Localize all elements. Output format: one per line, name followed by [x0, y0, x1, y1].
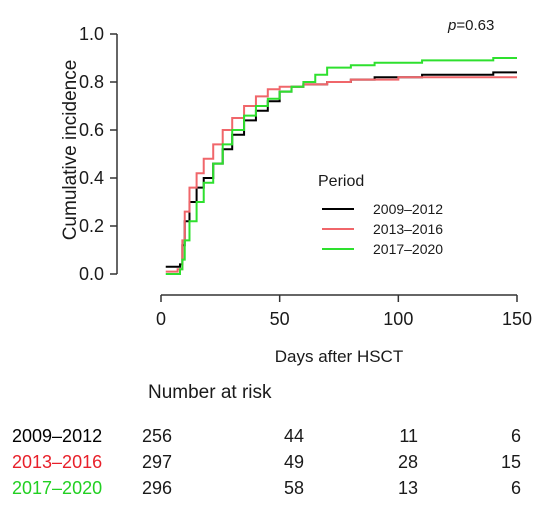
legend-title: Period [318, 173, 364, 190]
risk-count: 15 [500, 452, 521, 472]
risk-count: 58 [283, 478, 304, 498]
risk-count: 6 [510, 426, 521, 446]
risk-count: 13 [397, 478, 418, 498]
risk-count: 6 [510, 478, 521, 498]
risk-row: 2017–2020 296 58 13 6 [0, 478, 550, 502]
y-tick-label: 0.6 [79, 120, 104, 140]
axes: 0.0 0.2 0.4 0.6 0.8 1.0 0 50 100 150 Cumulative in… [60, 24, 532, 366]
risk-count: 44 [283, 426, 304, 446]
risk-table-heading: Number at risk [148, 382, 272, 403]
series-layer [165, 57, 517, 275]
y-tick-label: 1.0 [79, 24, 104, 44]
x-axis-title: Days after HSCT [275, 347, 403, 366]
risk-count: 28 [397, 452, 418, 472]
risk-row: 2013–2016 297 49 28 15 [0, 452, 550, 476]
y-tick-label: 0.8 [79, 72, 104, 92]
series-line-1 [165, 71, 517, 268]
x-tick-label: 50 [270, 309, 290, 329]
p-value-annotation: p=0.63 [447, 17, 494, 34]
p-value-prefix: p [447, 17, 456, 34]
x-tick-label: 100 [383, 309, 413, 329]
cumulative-incidence-chart: 0.0 0.2 0.4 0.6 0.8 1.0 0 50 100 150 Cumulative in… [60, 17, 532, 366]
series-line-3 [165, 57, 517, 275]
risk-count: 297 [141, 452, 172, 472]
risk-row: 2009–2012 256 44 11 6 [0, 426, 550, 450]
risk-count: 296 [141, 478, 172, 498]
y-axis-title: Cumulative incidence [60, 60, 81, 241]
x-tick-label: 0 [156, 309, 166, 329]
risk-count: 49 [283, 452, 304, 472]
legend: Period 2009–2012 2013–2016 2017–2020 [318, 173, 443, 257]
y-tick-label: 0.0 [79, 264, 104, 284]
legend-label: 2013–2016 [373, 221, 443, 237]
risk-row-label: 2017–2020 [12, 478, 103, 498]
series-line-2 [165, 76, 517, 273]
risk-row-label: 2013–2016 [12, 452, 103, 472]
p-value-value: =0.63 [456, 17, 494, 34]
risk-count: 256 [141, 426, 172, 446]
legend-label: 2009–2012 [373, 201, 443, 217]
risk-count: 11 [399, 426, 418, 446]
legend-label: 2017–2020 [373, 241, 443, 257]
x-tick-label: 150 [502, 309, 532, 329]
y-tick-label: 0.4 [79, 168, 104, 188]
risk-row-label: 2009–2012 [12, 426, 103, 446]
y-tick-label: 0.2 [79, 216, 104, 236]
